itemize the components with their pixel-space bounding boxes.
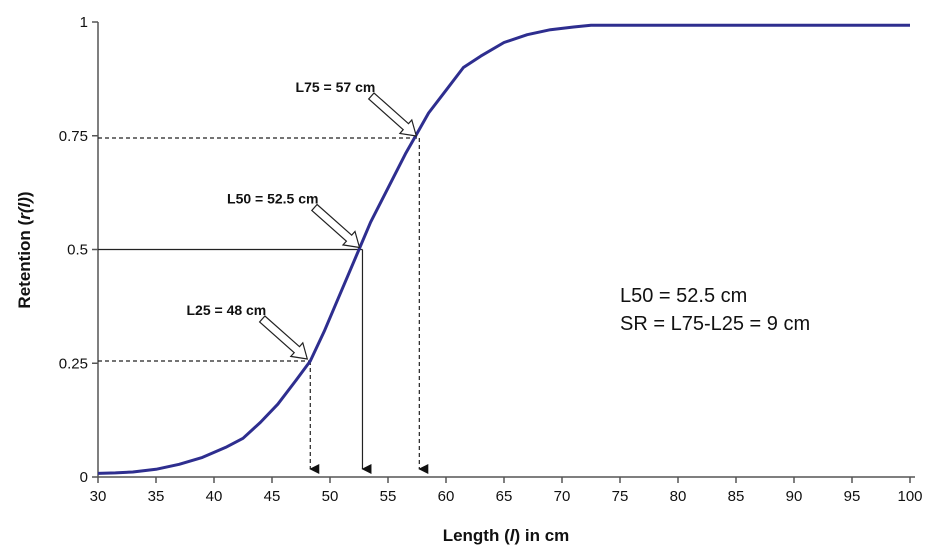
y-tick-label: 0.5 <box>67 242 88 259</box>
x-axis-ticks: 30 35 40 45 50 55 60 65 70 75 80 85 90 95 100 <box>90 477 923 505</box>
x-tick-label: 45 <box>264 488 281 505</box>
x-axis-title: Length (l) in cm <box>443 526 570 545</box>
summary-sr: SR = L75-L25 = 9 cm <box>620 313 810 335</box>
callout-arrow-icon <box>310 203 361 249</box>
callouts: L25 = 48 cm L50 = 52.5 cm L75 = 57 cm <box>186 79 418 360</box>
y-axis-title: Retention (r(l)) <box>15 191 34 308</box>
reference-lines <box>98 137 429 474</box>
y-axis-ticks: 0 0.25 0.5 0.75 1 <box>59 14 98 486</box>
x-tick-label: 100 <box>897 488 922 505</box>
y-tick-label: 1 <box>80 14 88 31</box>
callout-arrow-icon <box>367 92 418 137</box>
x-tick-label: 55 <box>380 488 397 505</box>
x-tick-label: 30 <box>90 488 107 505</box>
x-tick-label: 85 <box>728 488 745 505</box>
callout-label: L75 = 57 cm <box>296 79 376 95</box>
x-tick-label: 90 <box>786 488 803 505</box>
x-tick-label: 40 <box>206 488 223 505</box>
summary-l50: L50 = 52.5 cm <box>620 285 747 307</box>
y-tick-label: 0 <box>80 469 88 486</box>
retention-curve <box>97 23 910 475</box>
x-tick-label: 50 <box>322 488 339 505</box>
x-tick-label: 80 <box>670 488 687 505</box>
y-tick-label: 0.75 <box>59 128 88 145</box>
x-tick-label: 70 <box>554 488 571 505</box>
x-tick-label: 65 <box>496 488 513 505</box>
callout-label: L50 = 52.5 cm <box>227 191 318 207</box>
x-tick-label: 75 <box>612 488 629 505</box>
callout-arrow-icon <box>258 315 309 360</box>
x-tick-label: 35 <box>148 488 165 505</box>
x-tick-label: 60 <box>438 488 455 505</box>
y-tick-label: 0.25 <box>59 355 88 372</box>
callout-label: L25 = 48 cm <box>186 302 266 318</box>
x-tick-label: 95 <box>844 488 861 505</box>
